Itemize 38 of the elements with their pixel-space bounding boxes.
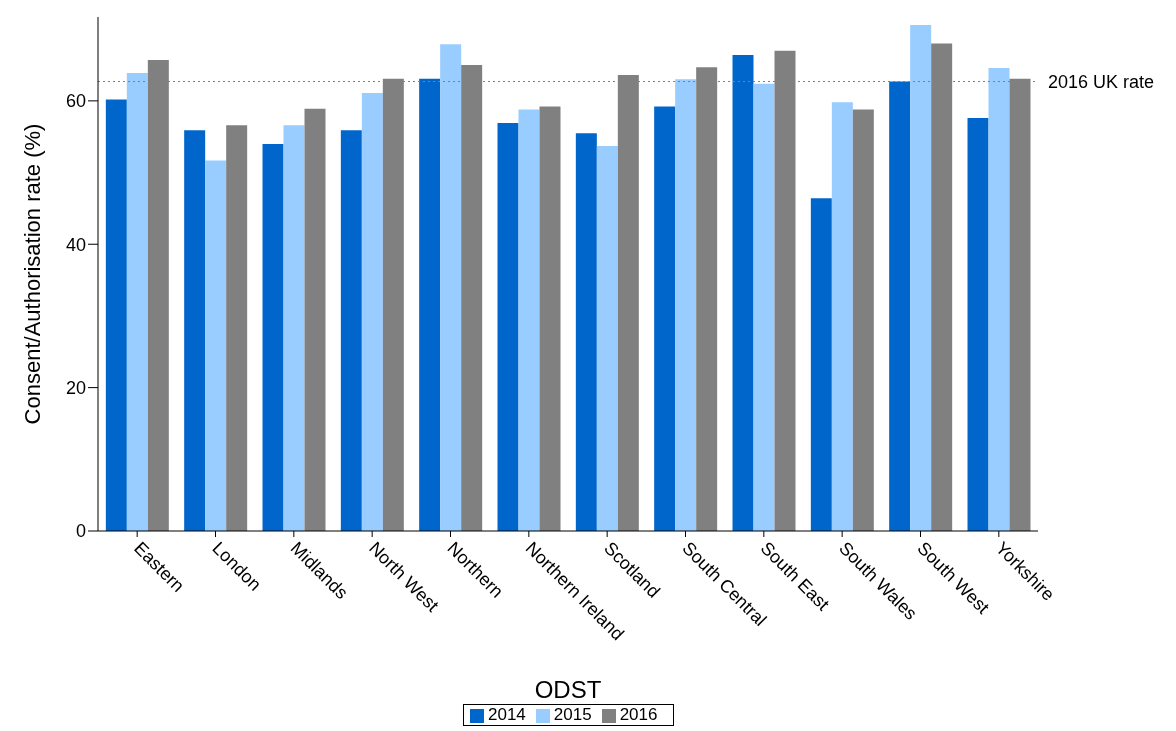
y-axis-title: Consent/Authorisation rate (%): [19, 123, 45, 425]
bar: [732, 54, 754, 531]
bar: [226, 125, 248, 531]
ref-line-label: 2016 UK rate: [1048, 71, 1155, 92]
bar: [361, 92, 383, 531]
bar: [283, 125, 305, 531]
y-tick-label: 60: [65, 91, 86, 112]
bar: [596, 146, 618, 531]
bar: [852, 109, 874, 531]
bar: [105, 99, 127, 531]
bar: [831, 102, 853, 531]
bar: [340, 130, 362, 531]
bar: [440, 44, 462, 531]
bar: [262, 143, 284, 531]
bar: [539, 106, 561, 531]
x-axis-title: ODST: [534, 676, 602, 703]
legend-label: 2015: [553, 705, 592, 724]
bar: [810, 198, 832, 531]
bar: [988, 67, 1010, 531]
y-tick-label: 40: [65, 234, 86, 255]
y-tick-label: 0: [75, 521, 86, 542]
bar: [304, 108, 326, 531]
bar: [967, 118, 989, 531]
bar: [910, 24, 932, 531]
bar: [518, 109, 540, 531]
bar: [497, 123, 519, 531]
bar: [889, 81, 911, 531]
bar: [575, 133, 597, 531]
bar: [184, 130, 206, 531]
y-tick-label: 20: [65, 378, 86, 399]
bar: [205, 160, 227, 531]
bar: [419, 78, 441, 531]
legend-label: 2016: [619, 705, 658, 724]
legend-label: 2014: [488, 705, 526, 724]
bar: [675, 79, 697, 531]
bar: [126, 72, 148, 531]
bar: [654, 106, 676, 531]
bar: [753, 83, 775, 531]
